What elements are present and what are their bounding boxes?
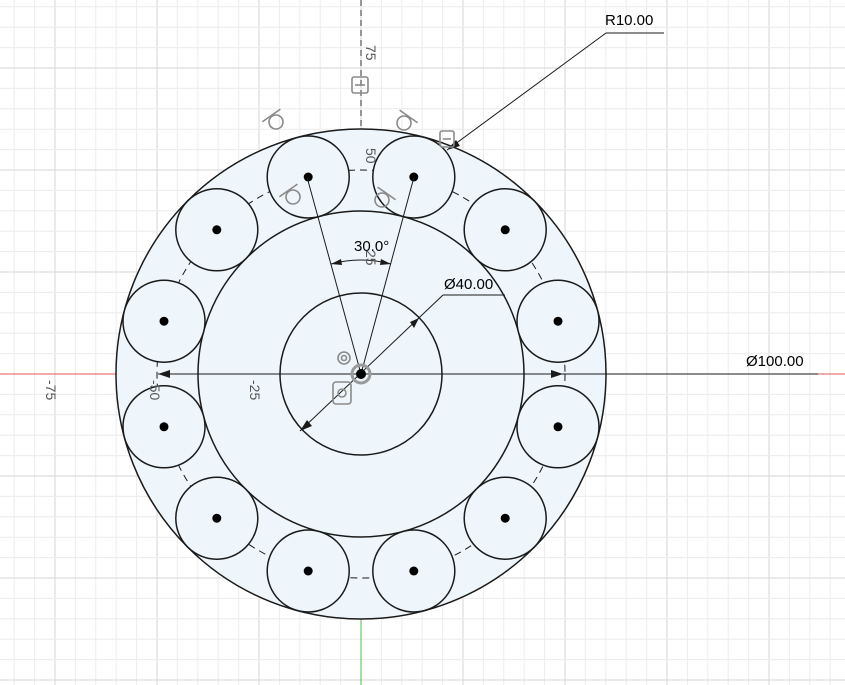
hole-center-point[interactable] bbox=[212, 225, 222, 235]
axis-tick-y-25: 25 bbox=[363, 250, 379, 266]
angle-arrow-right bbox=[380, 259, 391, 265]
hole-center-point[interactable] bbox=[159, 422, 169, 432]
outer-diameter-label[interactable]: Ø100.00 bbox=[746, 353, 804, 370]
hole-center-point[interactable] bbox=[212, 513, 222, 523]
tangent-constraint-icon[interactable] bbox=[391, 109, 419, 135]
fix-constraint-icon[interactable] bbox=[332, 381, 352, 405]
angle-arrow-left bbox=[331, 259, 342, 265]
axis-tick-x-neg50: -50 bbox=[147, 380, 163, 400]
tangent-constraint-icon[interactable] bbox=[278, 183, 306, 209]
coincident-constraint-icon[interactable] bbox=[337, 351, 351, 365]
center-point[interactable] bbox=[356, 369, 366, 379]
hole-center-point[interactable] bbox=[500, 225, 510, 235]
radius-label[interactable]: R10.00 bbox=[605, 12, 653, 29]
hole-center-point[interactable] bbox=[553, 316, 563, 326]
angle-construction-line-left[interactable] bbox=[306, 176, 362, 375]
dimension-arrow-right bbox=[551, 370, 563, 378]
tangent-constraint-icon[interactable] bbox=[369, 186, 397, 212]
hole-center-point[interactable] bbox=[303, 566, 313, 576]
dimension-arrow-inner-lower bbox=[300, 420, 312, 431]
inner-diameter-dimension-line[interactable] bbox=[299, 294, 444, 432]
midpoint-constraint-icon[interactable] bbox=[351, 76, 369, 94]
angle-construction-line-right[interactable] bbox=[360, 176, 415, 375]
tangent-constraint-icon[interactable] bbox=[261, 108, 289, 134]
dimension-arrow-left bbox=[158, 370, 170, 378]
midpoint-constraint-icon[interactable] bbox=[439, 130, 455, 148]
dimension-arrow-inner-upper bbox=[410, 318, 419, 328]
radius-leader-line[interactable] bbox=[446, 32, 607, 151]
axis-tick-x-neg75: -75 bbox=[43, 380, 59, 400]
sketch-origin-icon[interactable] bbox=[350, 363, 372, 385]
inner-diameter-label[interactable]: Ø40.00 bbox=[444, 276, 493, 293]
hole-center-point[interactable] bbox=[159, 316, 169, 326]
hole-center-point[interactable] bbox=[500, 513, 510, 523]
axis-tick-x-neg25: -25 bbox=[247, 380, 263, 400]
hole-center-point[interactable] bbox=[409, 566, 419, 576]
hole-center-point[interactable] bbox=[303, 172, 313, 182]
angle-label[interactable]: 30.0° bbox=[354, 238, 389, 255]
axis-tick-y-50: 50 bbox=[363, 148, 379, 164]
axis-tick-y-75: 75 bbox=[363, 45, 379, 61]
hole-center-point[interactable] bbox=[553, 422, 563, 432]
